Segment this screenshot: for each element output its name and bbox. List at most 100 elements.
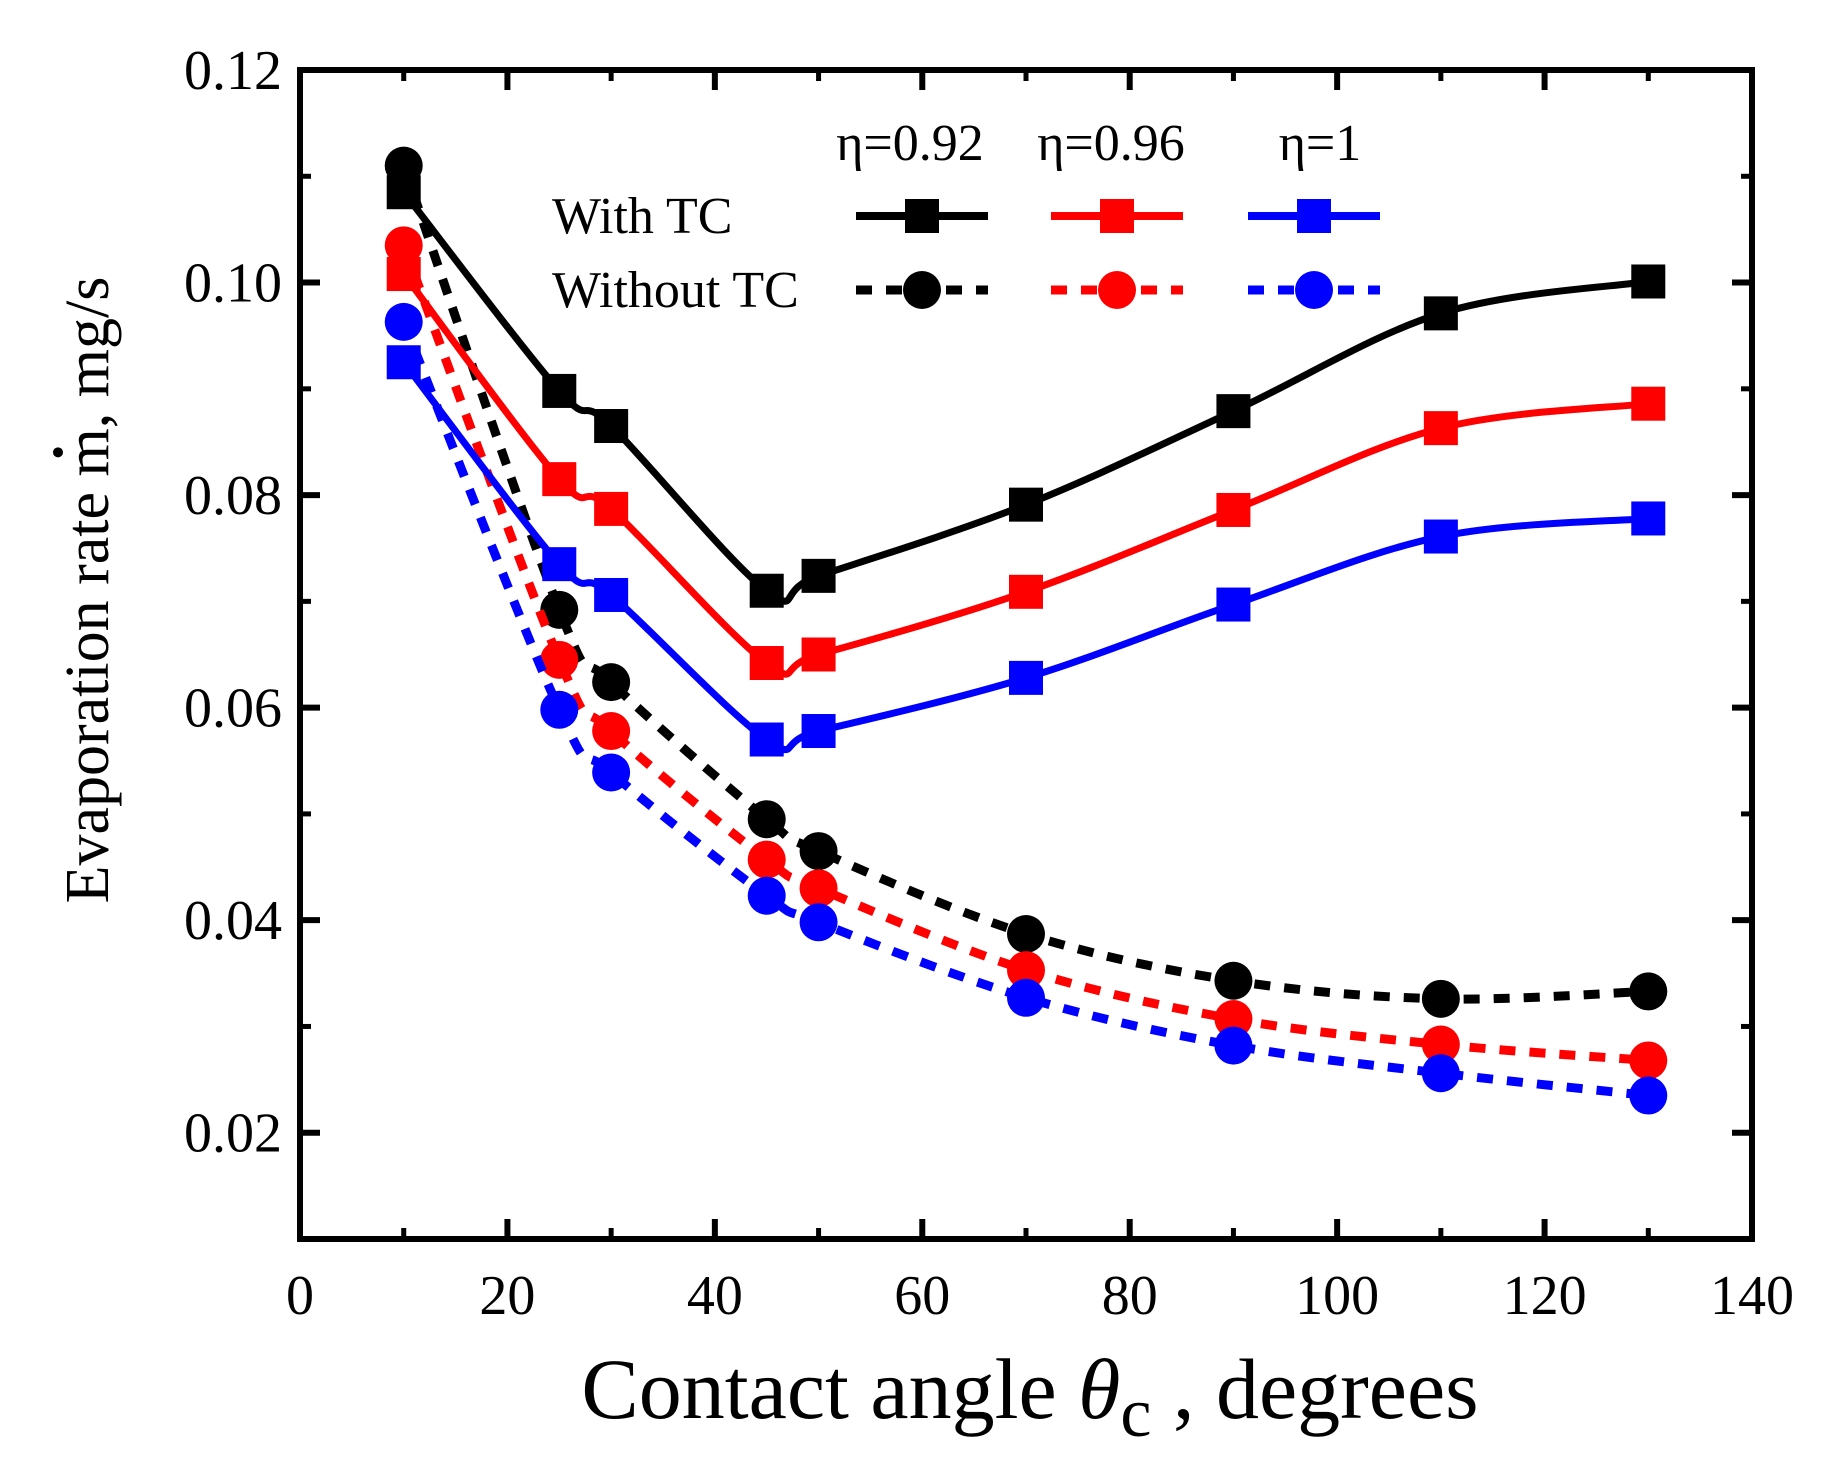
x-tick-label-4: 80 [1102, 1265, 1158, 1327]
series-1 [386, 257, 1666, 681]
legend-marker-0 [905, 199, 939, 233]
series-0-point-4 [801, 558, 836, 593]
series-1-point-3 [749, 646, 784, 681]
series-1-point-2 [594, 491, 629, 526]
legend-row-label-1: Without TC [552, 262, 799, 319]
series-5-point-3 [747, 876, 786, 915]
series-5 [384, 302, 1668, 1115]
x-axis-title-suffix: , degrees [1151, 1341, 1478, 1437]
series-1-point-4 [801, 637, 836, 672]
series-0-point-8 [1631, 264, 1666, 299]
series-5-point-0 [384, 302, 423, 341]
series-5-point-4 [799, 903, 838, 942]
series-2-point-5 [1009, 660, 1043, 695]
series-5-point-1 [540, 690, 579, 729]
series-5-point-7 [1421, 1054, 1460, 1093]
series-4 [384, 226, 1668, 1080]
series-3-point-0 [384, 146, 423, 185]
series-5-point-6 [1214, 1026, 1253, 1065]
series-4-point-1 [540, 640, 579, 679]
series-0-point-7 [1423, 296, 1458, 331]
y-axis-title-dot [53, 447, 63, 458]
legend-marker-1 [1100, 199, 1134, 233]
series-4-point-2 [592, 712, 631, 751]
series-3-point-8 [1629, 972, 1668, 1011]
x-axis-title-symbol: θ [1078, 1341, 1120, 1437]
tick-layer: 0 20 40 60 80 100 120 140 0.02 0.04 0.06 0.08 0.10 0.… [184, 40, 1794, 1327]
y-tick-label-4: 0.10 [184, 253, 282, 315]
series-line-1 [400, 271, 1649, 678]
series-3-point-3 [747, 800, 786, 839]
y-tick-label-5: 0.12 [184, 40, 282, 102]
series-1-point-1 [542, 462, 577, 497]
series-1-point-5 [1009, 574, 1043, 609]
x-axis-title-main: Contact angle [581, 1341, 1078, 1437]
legend: η=0.92 η=0.96 η=1 With TC Without TC [552, 115, 1380, 319]
series-layer [384, 146, 1668, 1115]
x-tick-label-3: 60 [894, 1265, 950, 1327]
series-3-point-1 [540, 590, 579, 629]
y-tick-label-0: 0.02 [184, 1103, 282, 1165]
x-tick-label-7: 140 [1710, 1265, 1794, 1327]
series-1-point-0 [386, 257, 421, 292]
series-3-point-6 [1214, 961, 1253, 1000]
y-tick-label-1: 0.04 [184, 890, 282, 952]
series-line-0 [400, 190, 1649, 605]
x-tick-label-5: 100 [1295, 1265, 1379, 1327]
x-tick-label-0: 0 [286, 1265, 314, 1327]
series-1-point-6 [1216, 492, 1251, 527]
series-1-point-7 [1423, 411, 1458, 446]
series-2-point-7 [1423, 519, 1458, 554]
series-2-point-1 [542, 547, 577, 582]
series-3-point-7 [1421, 979, 1460, 1018]
series-2-point-8 [1631, 501, 1666, 536]
series-0-point-6 [1216, 394, 1251, 429]
series-4-point-6 [1214, 1000, 1253, 1039]
legend-column-header-2: η=1 [1279, 115, 1362, 172]
y-axis-title-symbol: m [54, 428, 122, 476]
series-5-point-2 [592, 753, 631, 792]
series-4-point-0 [384, 226, 423, 265]
series-2 [386, 345, 1666, 757]
legend-marker-5 [1295, 271, 1333, 309]
series-2-point-4 [801, 714, 836, 749]
series-3-point-4 [799, 832, 838, 871]
x-axis-title-subscript: c [1120, 1375, 1151, 1452]
series-1-point-8 [1631, 386, 1666, 421]
series-4-point-7 [1421, 1025, 1460, 1064]
series-2-point-2 [594, 577, 629, 612]
legend-column-header-0: η=0.92 [836, 115, 984, 172]
series-5-point-8 [1629, 1076, 1668, 1115]
series-2-point-6 [1216, 587, 1251, 622]
series-4-point-4 [799, 869, 838, 908]
x-axis-title: Contact angle θc , degrees [581, 1341, 1478, 1452]
series-0-point-2 [594, 409, 629, 444]
x-tick-label-2: 40 [687, 1265, 743, 1327]
series-2-point-0 [386, 345, 421, 380]
series-0-point-5 [1009, 487, 1043, 522]
series-0 [386, 175, 1666, 608]
series-0-point-0 [386, 175, 421, 210]
y-axis-title-before: Evaporation rate [54, 476, 122, 903]
y-axis-title-group: Evaporation rate m, mg/s [53, 277, 122, 904]
y-axis-title-after: , mg/s [54, 277, 122, 429]
series-2-point-3 [749, 722, 784, 757]
y-tick-label-3: 0.08 [184, 465, 282, 527]
series-0-point-3 [749, 573, 784, 608]
plot-frame [297, 67, 1755, 1242]
y-tick-label-2: 0.06 [184, 678, 282, 740]
series-4-point-5 [1007, 951, 1045, 990]
series-5-point-5 [1007, 978, 1045, 1017]
legend-marker-3 [903, 271, 941, 309]
series-3-point-2 [592, 663, 631, 702]
series-4-point-3 [747, 840, 786, 879]
legend-marker-4 [1098, 271, 1136, 309]
y-axis-title: Evaporation rate m, mg/s [54, 277, 122, 904]
x-tick-label-1: 20 [479, 1265, 535, 1327]
series-3 [384, 146, 1668, 1018]
series-3-point-5 [1007, 914, 1045, 953]
legend-row-label-0: With TC [552, 188, 732, 245]
series-0-point-1 [542, 373, 577, 408]
series-4-point-8 [1629, 1041, 1668, 1080]
